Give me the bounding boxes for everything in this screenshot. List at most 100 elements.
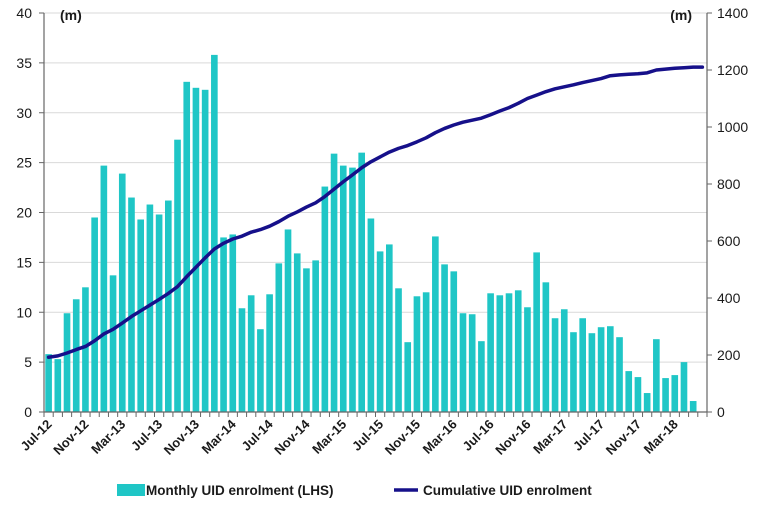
bar bbox=[505, 293, 513, 412]
right-tick-label: 800 bbox=[717, 176, 741, 192]
bar bbox=[395, 288, 402, 412]
bar bbox=[680, 362, 688, 412]
x-tick-label: Nov-15 bbox=[382, 417, 423, 458]
left-tick-label: 35 bbox=[16, 55, 32, 71]
legend: Monthly UID enrolment (LHS) Cumulative U… bbox=[117, 483, 592, 498]
bar bbox=[487, 293, 494, 412]
bar bbox=[174, 139, 181, 412]
bar bbox=[128, 197, 135, 412]
bar bbox=[54, 359, 62, 412]
bar bbox=[671, 375, 679, 412]
bar bbox=[597, 327, 605, 412]
bar bbox=[137, 219, 145, 412]
bar bbox=[533, 252, 540, 412]
x-tick-label: Jul-17 bbox=[570, 417, 607, 454]
bar bbox=[220, 237, 227, 412]
bar bbox=[478, 341, 485, 412]
x-tick-label: Jul-15 bbox=[349, 417, 386, 454]
bar bbox=[579, 318, 587, 412]
right-axis-ticks: 0 200 400 600 800 1000 1200 1400 bbox=[707, 5, 748, 420]
x-tick-label: Jul-16 bbox=[460, 417, 497, 454]
bar bbox=[164, 200, 172, 412]
right-tick-label: 600 bbox=[717, 233, 741, 249]
bar bbox=[653, 339, 660, 412]
x-tick-label: Nov-16 bbox=[492, 417, 533, 458]
right-axis-unit-label: (m) bbox=[670, 7, 692, 23]
x-tick-label: Mar-17 bbox=[530, 417, 570, 457]
cumulative-line bbox=[46, 65, 705, 360]
bar bbox=[689, 401, 697, 412]
x-tick-label: Nov-14 bbox=[271, 416, 313, 458]
x-tick-label: Jul-12 bbox=[18, 417, 55, 454]
bar bbox=[238, 308, 246, 412]
bar bbox=[303, 268, 310, 412]
bar bbox=[643, 393, 651, 412]
bar bbox=[358, 152, 366, 412]
x-tick-label: Mar-16 bbox=[420, 417, 460, 457]
bar bbox=[588, 333, 596, 412]
bar bbox=[155, 214, 163, 412]
bar bbox=[109, 275, 117, 412]
bar bbox=[312, 260, 319, 412]
bar bbox=[385, 244, 393, 412]
bar bbox=[625, 371, 633, 412]
bar bbox=[570, 332, 577, 412]
left-tick-label: 25 bbox=[16, 155, 32, 171]
bar bbox=[616, 337, 623, 412]
bar bbox=[551, 318, 559, 412]
bar bbox=[275, 263, 283, 412]
x-tick-label: Jul-14 bbox=[239, 416, 277, 454]
x-tick-label: Jul-13 bbox=[128, 417, 165, 454]
x-tick-label: Nov-17 bbox=[603, 417, 644, 458]
bar bbox=[376, 251, 384, 412]
bar bbox=[367, 218, 375, 412]
bar bbox=[183, 81, 191, 412]
x-tick-label: Mar-15 bbox=[309, 417, 349, 457]
cumulative-line-layer bbox=[46, 65, 705, 360]
bar bbox=[201, 89, 209, 413]
bar bbox=[441, 264, 448, 412]
bar bbox=[349, 167, 356, 412]
legend-label-cumulative: Cumulative UID enrolment bbox=[423, 483, 592, 498]
x-tick-label: Mar-14 bbox=[199, 416, 240, 457]
right-tick-label: 1400 bbox=[717, 5, 748, 21]
right-tick-label: 1200 bbox=[717, 62, 748, 78]
gridlines bbox=[44, 12, 707, 363]
bar bbox=[450, 271, 458, 412]
bar bbox=[330, 153, 338, 412]
bar bbox=[82, 287, 89, 412]
bar bbox=[266, 294, 273, 412]
monthly-bars bbox=[45, 54, 697, 413]
bar bbox=[542, 282, 550, 412]
left-tick-label: 15 bbox=[16, 254, 32, 270]
right-tick-label: 0 bbox=[717, 404, 725, 420]
bar bbox=[72, 299, 80, 412]
bar bbox=[211, 54, 218, 413]
left-tick-label: 10 bbox=[16, 304, 32, 320]
right-tick-label: 200 bbox=[717, 347, 741, 363]
bar bbox=[257, 329, 264, 412]
bar bbox=[339, 165, 347, 412]
bar bbox=[284, 229, 292, 412]
bar bbox=[404, 342, 412, 412]
x-tick-label: Nov-13 bbox=[161, 417, 202, 458]
bar bbox=[293, 253, 301, 412]
left-tick-label: 30 bbox=[16, 105, 32, 121]
bar bbox=[634, 377, 642, 412]
bar bbox=[413, 296, 421, 412]
bar bbox=[606, 326, 614, 412]
bar bbox=[524, 307, 531, 412]
bar bbox=[45, 354, 52, 412]
left-tick-label: 40 bbox=[16, 5, 32, 21]
bar bbox=[229, 234, 237, 412]
legend-swatch-monthly bbox=[117, 484, 145, 496]
bar bbox=[560, 309, 568, 412]
left-tick-label: 20 bbox=[16, 205, 32, 221]
bar bbox=[468, 314, 476, 412]
bar bbox=[514, 290, 522, 412]
left-axis-unit-label: (m) bbox=[60, 7, 82, 23]
legend-label-monthly: Monthly UID enrolment (LHS) bbox=[146, 483, 334, 498]
bar bbox=[118, 173, 126, 412]
